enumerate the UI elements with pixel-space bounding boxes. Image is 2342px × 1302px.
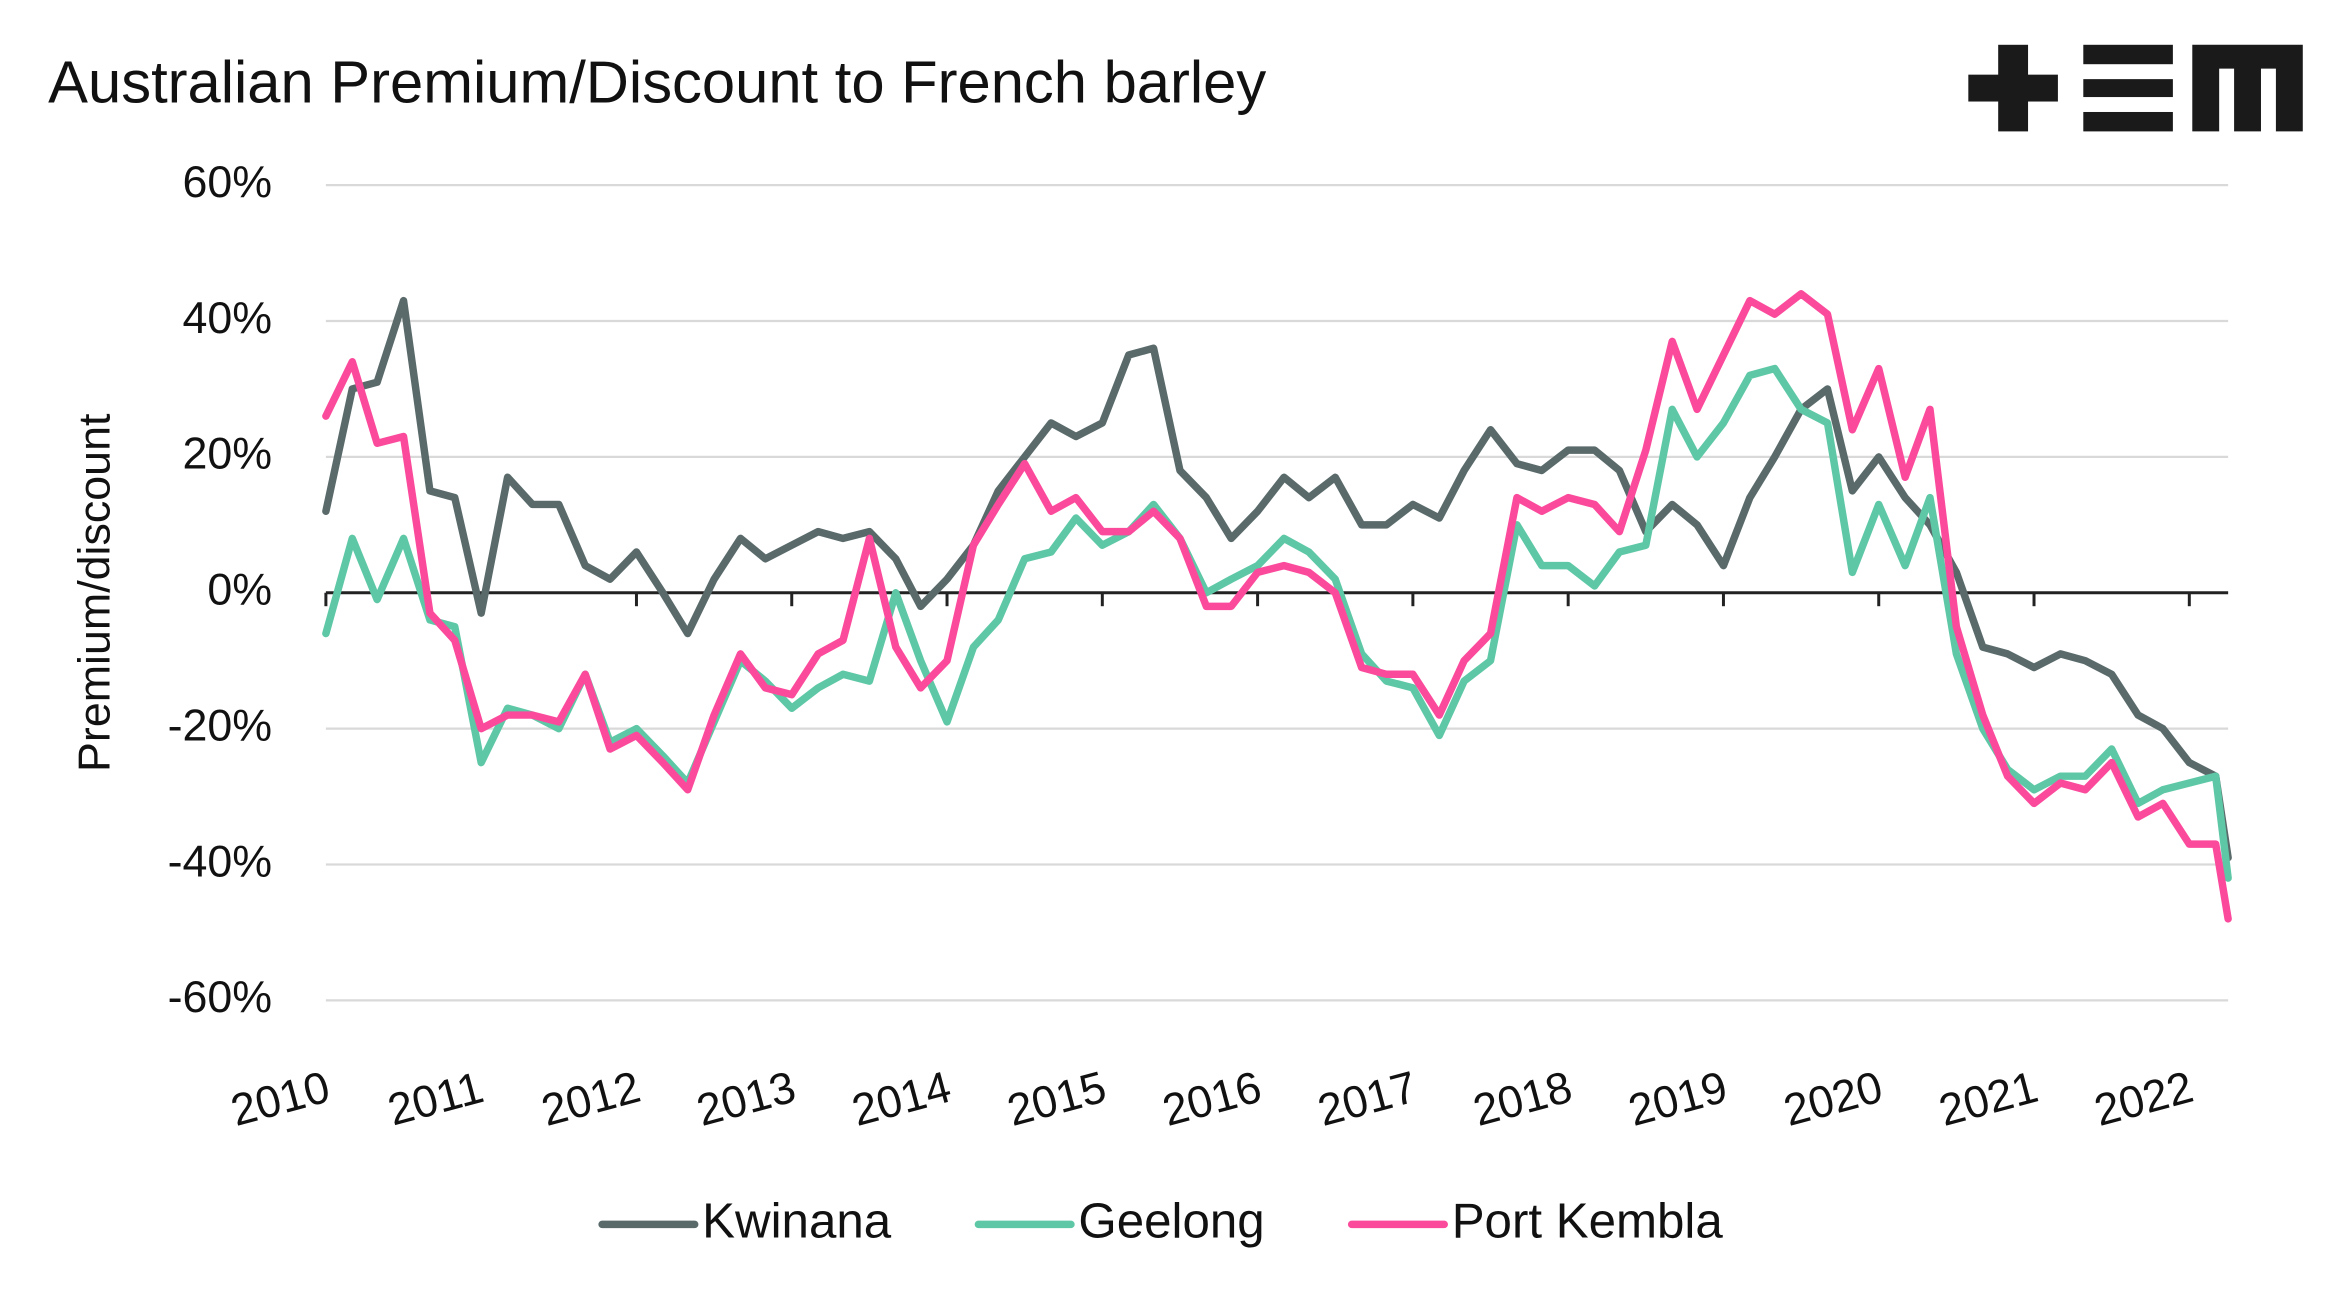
y-tick-label: 60% [183, 157, 273, 207]
y-tick-label: -60% [168, 972, 273, 1022]
y-axis-label: Premium/discount [69, 413, 119, 772]
y-tick-label: -20% [168, 700, 273, 750]
logo [1968, 44, 2303, 132]
legend-label: Geelong [1078, 1193, 1264, 1248]
legend-label: Kwinana [702, 1193, 892, 1248]
y-tick-label: -40% [168, 836, 273, 886]
y-tick-label: 0% [207, 565, 272, 615]
legend-label: Port Kembla [1452, 1193, 1724, 1248]
chart-title: Australian Premium/Discount to French ba… [48, 48, 1266, 115]
y-tick-label: 20% [183, 429, 273, 479]
y-tick-label: 40% [183, 293, 273, 343]
series-line [322, 290, 2232, 923]
series-line [322, 364, 2232, 882]
